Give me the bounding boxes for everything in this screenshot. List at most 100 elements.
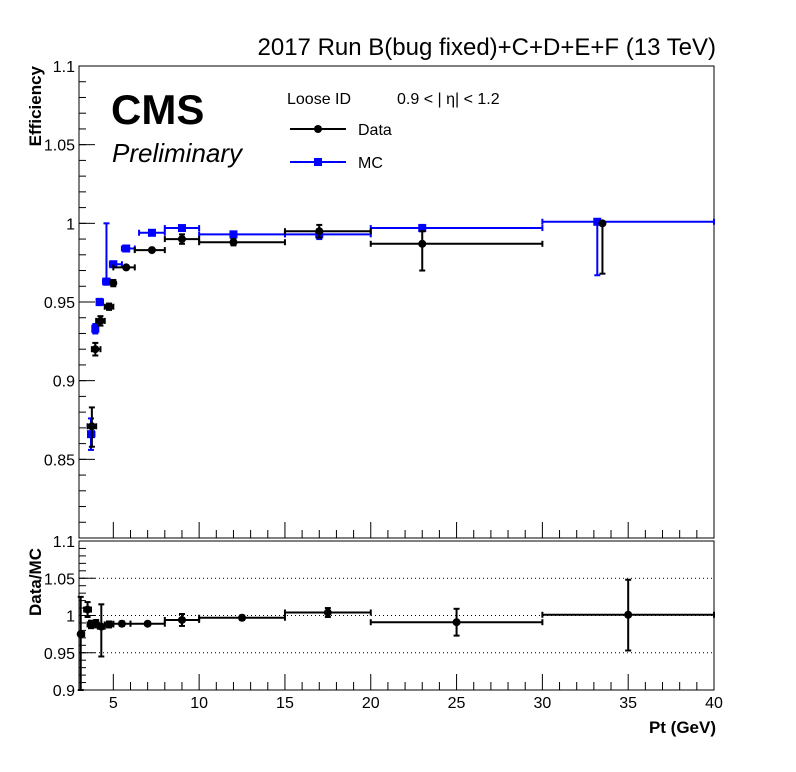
efficiency-y-tick-label: 0.9 <box>53 374 75 391</box>
ratio-x-tick-label: 10 <box>190 695 208 712</box>
legend-data-label: Data <box>358 122 392 139</box>
ratio-x-tick-label: 35 <box>619 695 637 712</box>
mc-marker <box>147 228 156 237</box>
x-axis-label: Pt (GeV) <box>649 718 716 737</box>
data-marker <box>315 227 324 236</box>
efficiency-data-points <box>86 217 715 451</box>
mc-marker <box>91 324 100 333</box>
ratio-marker <box>177 615 186 624</box>
efficiency-y-tick-label: 1.05 <box>44 138 75 155</box>
ratio-x-tick-label: 5 <box>109 695 118 712</box>
data-marker <box>91 345 100 354</box>
chart-title: 2017 Run B(bug fixed)+C+D+E+F (13 TeV) <box>258 34 716 61</box>
ratio-point <box>198 613 286 622</box>
ratio-point <box>96 603 106 658</box>
data-point <box>133 246 166 255</box>
data-point <box>283 223 372 239</box>
data-point <box>109 278 118 288</box>
ratio-marker <box>76 630 85 639</box>
ratio-point <box>103 620 115 629</box>
legend-entry-data: Data <box>290 122 392 139</box>
mc-point <box>369 223 544 233</box>
ratio-marker <box>238 613 247 622</box>
ratio-x-tick-label: 30 <box>533 695 551 712</box>
ratio-x-tick-label: 40 <box>705 695 723 712</box>
mc-marker <box>95 298 104 306</box>
mc-point <box>95 297 105 307</box>
efficiency-y-tick-label: 1 <box>66 216 75 233</box>
efficiency-y-tick-label: 0.95 <box>44 295 75 312</box>
data-marker <box>147 246 156 255</box>
data-point <box>369 230 544 272</box>
legend-data-marker <box>314 125 322 133</box>
mc-marker <box>102 277 111 286</box>
legend-mc-label: MC <box>358 155 383 172</box>
ratio-point <box>129 619 166 628</box>
data-point <box>198 238 286 247</box>
ratio-data-points <box>76 578 715 691</box>
efficiency-y-axis: 0.85 0.9 0.95 1 1.05 1.1 <box>44 59 95 539</box>
ratio-marker <box>105 620 114 629</box>
efficiency-plot-frame <box>78 65 715 539</box>
ratio-y-tick-label: 1.1 <box>53 534 75 551</box>
ratio-marker <box>452 618 461 627</box>
efficiency-y-tick-label: 1.1 <box>53 59 75 76</box>
eta-range-label: 0.9 < | η| < 1.2 <box>397 91 500 108</box>
efficiency-y-axis-label: Efficiency <box>26 65 45 146</box>
ratio-point <box>112 619 132 628</box>
ratio-x-tick-label: 25 <box>448 695 466 712</box>
data-marker <box>109 279 118 288</box>
data-marker <box>87 422 96 431</box>
ratio-point <box>76 595 86 691</box>
data-marker <box>105 302 114 311</box>
ratio-y-tick-label: 0.9 <box>53 683 75 700</box>
efficiency-y-tick-label: 0.85 <box>44 452 75 469</box>
mc-marker <box>418 224 427 233</box>
ratio-y-axis-label: Data/MC <box>26 548 45 616</box>
ratio-x-tick-label: 20 <box>362 695 380 712</box>
data-marker <box>96 316 105 325</box>
ratio-point <box>283 607 372 618</box>
data-point <box>86 406 98 448</box>
ratio-y-axis: 0.9 0.95 1 1.05 1.1 <box>44 534 95 700</box>
ratio-y-tick-label: 1 <box>66 609 75 626</box>
ratio-marker <box>97 622 106 631</box>
mc-point <box>198 230 286 239</box>
mc-point <box>163 224 201 233</box>
ratio-point <box>541 578 715 652</box>
mc-point <box>120 244 136 253</box>
ratio-point <box>163 613 201 627</box>
data-point <box>112 263 136 272</box>
data-point <box>95 315 106 327</box>
mc-point <box>91 323 100 335</box>
legend-entry-mc: MC <box>290 155 383 172</box>
data-marker <box>177 235 186 244</box>
ratio-y-tick-label: 1.05 <box>44 571 75 588</box>
mc-point <box>541 217 715 277</box>
data-point <box>163 233 201 245</box>
ratio-x-tick-label: 15 <box>276 695 294 712</box>
legend-mc-marker <box>314 158 322 166</box>
mc-marker <box>593 217 602 226</box>
mc-marker <box>122 244 131 253</box>
mc-marker <box>177 224 186 233</box>
ratio-marker <box>323 608 332 617</box>
data-marker <box>229 238 238 247</box>
mc-marker <box>109 260 118 269</box>
mc-point <box>102 222 111 286</box>
cms-label: CMS <box>111 86 204 133</box>
efficiency-panel: 0.85 0.9 0.95 1 1.05 1.1 Efficiency CMS Preli… <box>26 59 715 539</box>
data-marker <box>122 263 131 272</box>
preliminary-label: Preliminary <box>112 138 244 168</box>
mc-marker <box>229 230 238 239</box>
ratio-x-axis: 5 10 15 20 25 30 35 40 <box>109 674 723 712</box>
mc-point <box>138 228 166 237</box>
ratio-marker <box>143 619 152 628</box>
data-marker <box>418 239 427 248</box>
data-point <box>90 341 102 357</box>
data-point <box>103 302 115 311</box>
data-marker <box>598 219 607 228</box>
ratio-marker <box>624 610 633 619</box>
